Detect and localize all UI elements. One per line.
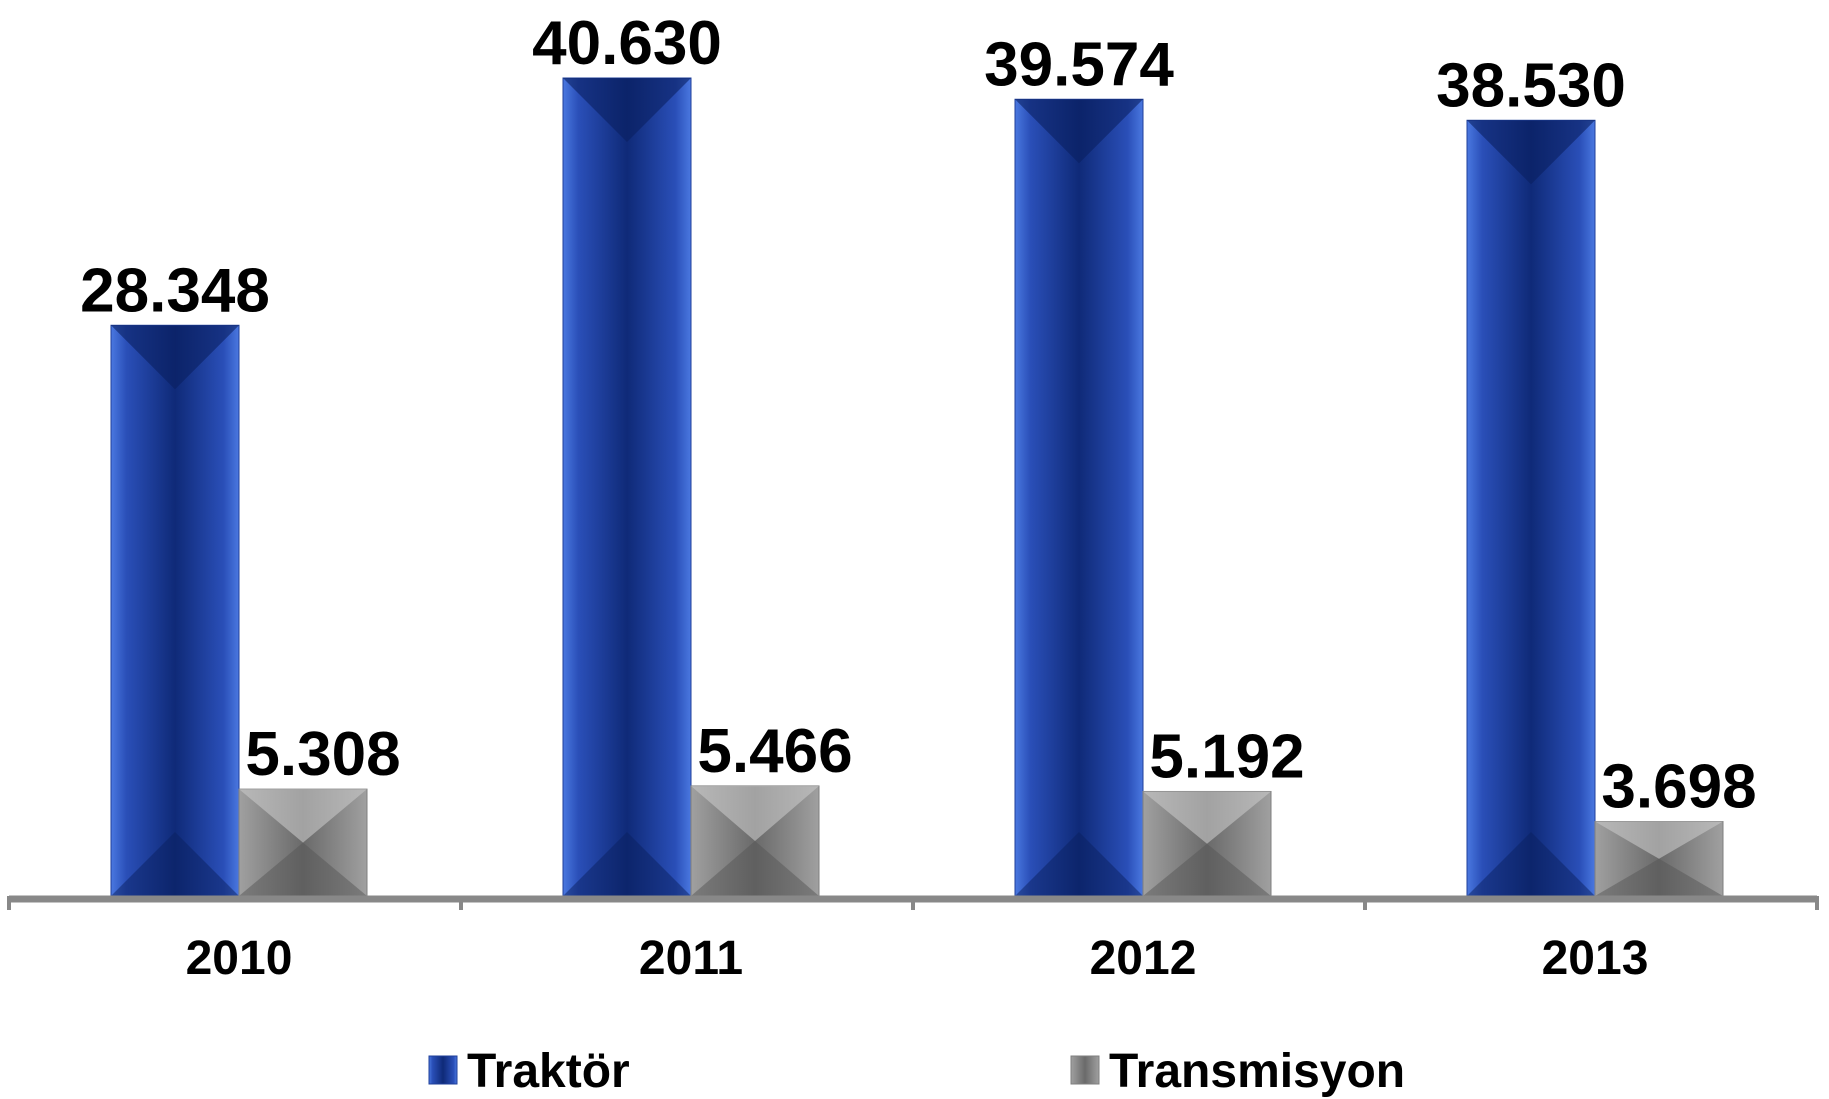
bar-bevel — [691, 785, 819, 841]
bar-bevel — [1143, 791, 1271, 844]
bar-bevel — [1595, 821, 1723, 859]
legend-label: Traktör — [467, 1045, 630, 1098]
bar-bevel — [111, 832, 239, 896]
legend-label: Transmisyon — [1109, 1045, 1405, 1098]
bar — [562, 77, 692, 897]
bar-bevel — [1143, 843, 1271, 896]
bar-bevel — [1015, 832, 1143, 896]
data-label: 39.574 — [984, 30, 1174, 99]
x-tick-label: 2013 — [1542, 932, 1649, 985]
bar-bevel — [563, 78, 691, 142]
bar-bevel — [1467, 120, 1595, 185]
legend-marker — [1070, 1055, 1100, 1085]
bar-bevel — [1015, 99, 1143, 164]
x-tick-label: 2012 — [1090, 932, 1197, 985]
bar-bevel — [111, 325, 239, 390]
x-tick-label: 2010 — [186, 932, 293, 985]
bar-bevel — [239, 789, 367, 843]
data-label: 5.192 — [1149, 722, 1304, 791]
bar-bevel — [239, 842, 367, 896]
data-label: 5.466 — [697, 717, 852, 786]
data-label: 3.698 — [1601, 753, 1756, 822]
bar — [1014, 98, 1144, 897]
bar-bevel — [691, 840, 819, 896]
x-tick-label: 2011 — [639, 932, 743, 985]
bar-bevel — [1595, 858, 1723, 896]
bar — [1466, 119, 1596, 897]
bar-bevel — [1467, 832, 1595, 896]
legend-marker — [428, 1055, 458, 1085]
data-label: 38.530 — [1436, 51, 1626, 120]
bar-bevel — [563, 832, 691, 896]
data-label: 40.630 — [532, 9, 722, 78]
data-label: 5.308 — [245, 720, 400, 789]
data-label: 28.348 — [80, 256, 270, 325]
bar — [110, 324, 240, 897]
